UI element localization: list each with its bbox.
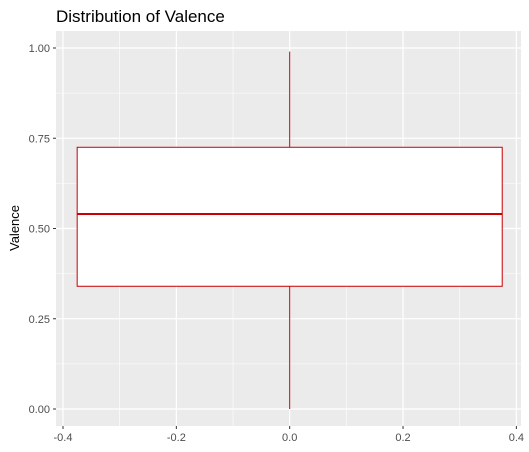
x-tick-label: 0.2 bbox=[395, 432, 410, 444]
x-tick-label: 0.0 bbox=[282, 432, 297, 444]
y-tick-label: 0.00 bbox=[29, 404, 50, 416]
y-tick-label: 0.75 bbox=[29, 133, 50, 145]
x-tick-label: -0.2 bbox=[167, 432, 186, 444]
y-tick-label: 0.50 bbox=[29, 224, 50, 236]
chart-title: Distribution of Valence bbox=[56, 7, 225, 26]
x-tick-label: -0.4 bbox=[54, 432, 73, 444]
y-axis-title: Valence bbox=[7, 205, 22, 251]
x-tick-label: 0.4 bbox=[509, 432, 524, 444]
y-tick-label: 1.00 bbox=[29, 43, 50, 55]
y-tick-label: 0.25 bbox=[29, 314, 50, 326]
box-iqr bbox=[77, 147, 502, 286]
